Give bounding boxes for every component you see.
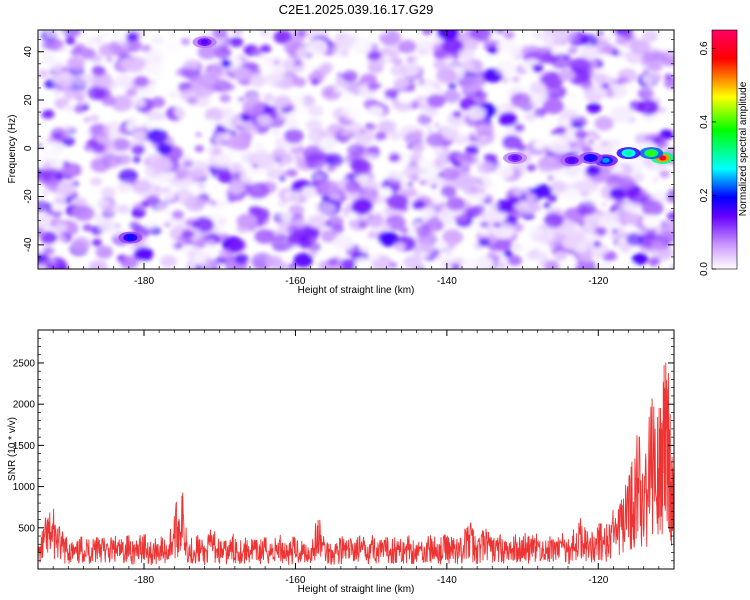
heatmap-hotspot [639,147,664,160]
heatmap-hotspot [578,151,603,164]
heatmap-hotspot [503,151,527,164]
heatmap-ylabel: Frequency (Hz) [7,115,18,184]
snr-x-axis: -180 -160 -140 -120 [37,330,675,586]
x-tick-label: -160 [285,575,305,586]
y-tick-label: 0 [23,145,34,151]
y-tick-label: 1500 [13,441,36,452]
heatmap-hotspot [616,147,641,160]
colorbar-label: Normalized spectral amplitude [738,81,749,216]
y-tick-label: 40 [23,46,34,58]
y-tick-label: -40 [23,237,34,252]
snr-y-axis: 500 1000 1500 2000 2500 [13,329,674,570]
x-tick-label: -140 [437,276,457,287]
heatmap-panel: -180 -160 -140 -120 -40 -20 0 20 40 Height of s… [7,29,675,296]
y-tick-label: 20 [23,94,34,106]
colorbar-tick-label: 0.2 [699,188,710,202]
colorbar-gradient [711,29,738,270]
colorbar-tick-label: 0.0 [699,262,710,276]
heatmap-hotspot [192,36,217,49]
y-tick-label: 500 [18,523,35,534]
heatmap-xlabel: Height of straight line (km) [298,285,415,296]
y-tick-label: 2000 [13,400,36,411]
colorbar-tick-label: 0.6 [699,41,710,55]
snr-series-line [38,362,674,566]
heatmap-x-axis: -180 -160 -140 -120 [37,30,675,287]
snr-ylabel: SNR (10 * v/v) [7,417,18,481]
x-tick-label: -160 [285,276,305,287]
snr-panel: -180 -160 -140 -120 500 1000 1500 2000 2500 Hei… [7,329,675,595]
heatmap-hotspot [559,154,584,167]
y-tick-label: 2500 [13,358,36,369]
heatmap-hotspots [118,36,674,244]
heatmap-y-axis: -40 -20 0 20 40 [23,39,674,270]
x-tick-label: -180 [134,575,154,586]
chart-title: C2E1.2025.039.16.17.G29 [279,2,434,17]
heatmap-hotspot [118,231,143,244]
y-tick-label: 1000 [13,482,36,493]
heatmap-speckle [38,30,674,269]
x-tick-label: -140 [437,575,457,586]
y-tick-label: -20 [23,189,34,204]
x-tick-label: -120 [588,575,608,586]
colorbar: 0.0 0.2 0.4 0.6 Normalized spectral amplitu… [699,29,749,276]
colorbar-ticks: 0.0 0.2 0.4 0.6 [699,41,716,276]
x-tick-label: -180 [134,276,154,287]
colorbar-tick-label: 0.4 [699,115,710,129]
snr-xlabel: Height of straight line (km) [298,584,415,595]
snr-background [38,330,674,569]
x-tick-label: -120 [588,276,608,287]
speckle-field [38,30,674,269]
